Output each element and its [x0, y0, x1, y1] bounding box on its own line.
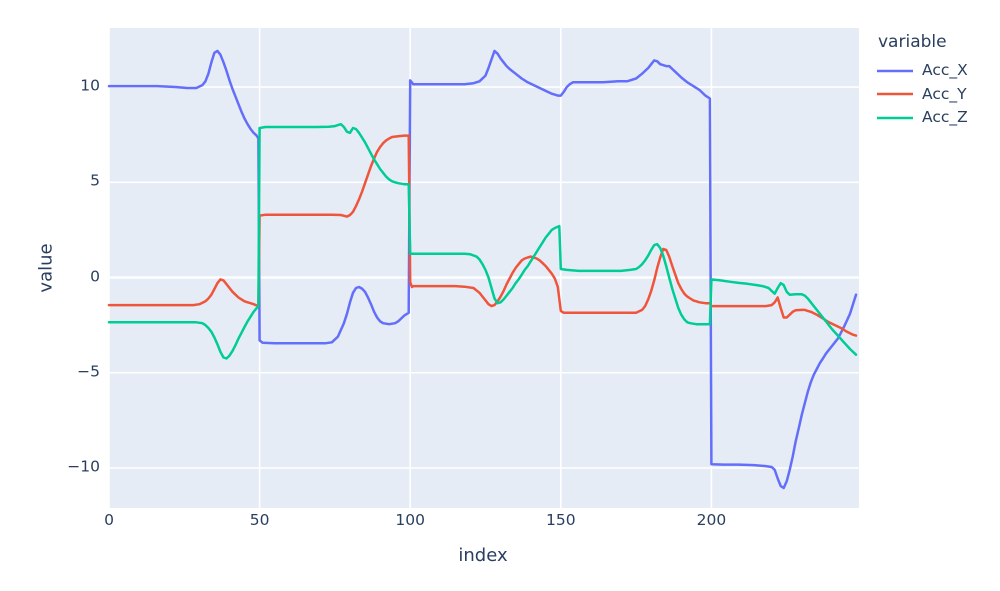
- x-tick-label: 150: [546, 511, 576, 529]
- y-tick-label: −10: [67, 457, 100, 476]
- legend-item-label: Acc_Y: [922, 84, 967, 103]
- legend-items: Acc_X Acc_Y Acc_Z: [876, 59, 968, 130]
- legend-title: variable: [878, 32, 947, 52]
- legend-swatch-line: [877, 93, 913, 96]
- legend-item-acc-z[interactable]: Acc_Z: [876, 106, 968, 130]
- x-axis-title: index: [458, 545, 508, 566]
- legend-swatch-line: [877, 69, 913, 72]
- legend-item-label: Acc_X: [922, 61, 968, 79]
- x-tick-label: 0: [104, 511, 114, 529]
- y-tick-label: 10: [80, 76, 100, 95]
- y-tick-label: 5: [90, 171, 100, 190]
- legend-item-acc-x[interactable]: Acc_X: [876, 59, 968, 83]
- legend: variable Acc_X Acc_Y Acc_Z: [876, 32, 968, 130]
- legend-swatch-line: [877, 116, 913, 119]
- series-line-acc-z: [107, 122, 858, 360]
- y-tick-label: −5: [77, 362, 100, 381]
- series-line-acc-x: [107, 49, 858, 490]
- x-tick-label: 100: [395, 511, 425, 529]
- x-tick-label: 50: [249, 511, 270, 529]
- legend-item-label: Acc_Z: [922, 108, 968, 126]
- x-tick-label: 200: [696, 511, 727, 529]
- y-tick-label: 0: [90, 266, 100, 285]
- y-axis-title: value: [35, 243, 57, 293]
- legend-item-acc-y[interactable]: Acc_Y: [876, 83, 968, 107]
